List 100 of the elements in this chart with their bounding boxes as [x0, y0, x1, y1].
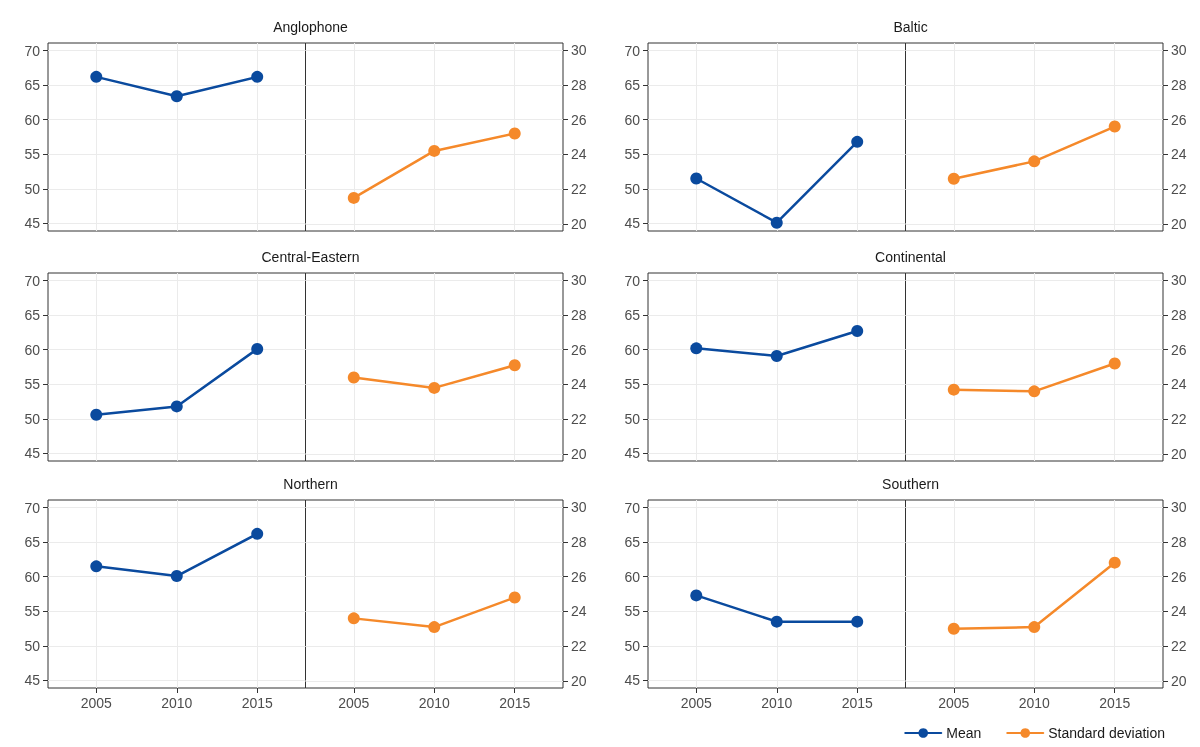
point — [690, 342, 703, 355]
y2-tick-label: 28 — [1171, 533, 1187, 550]
y2-tick-label: 30 — [1171, 498, 1187, 515]
y-tick-label: 55 — [624, 146, 641, 163]
y2-tick-label: 20 — [1171, 446, 1187, 463]
legend-label: Standard deviation — [1048, 725, 1166, 741]
point — [947, 172, 960, 185]
point — [508, 359, 521, 372]
x-tick-label: 2015 — [1099, 695, 1131, 711]
y-tick-label: 50 — [624, 410, 641, 427]
y2-tick-label: 28 — [1171, 76, 1187, 93]
point — [170, 400, 183, 413]
point — [428, 381, 441, 394]
y-tick-label: 60 — [624, 568, 641, 585]
y-tick-label: 65 — [624, 77, 641, 94]
y2-tick-label: 26 — [571, 341, 587, 358]
point — [1108, 556, 1121, 569]
point — [508, 591, 521, 604]
y2-tick-label: 24 — [1171, 146, 1187, 163]
point — [508, 127, 521, 140]
point — [170, 570, 183, 583]
y2-tick-label: 22 — [571, 411, 587, 428]
y-tick-label: 55 — [624, 376, 641, 393]
y2-tick-label: 26 — [571, 568, 587, 585]
y-tick-label: 65 — [624, 307, 641, 324]
x-tick-label: 2010 — [761, 695, 793, 711]
point — [690, 172, 703, 185]
point — [851, 135, 864, 148]
y2-tick-label: 24 — [571, 376, 587, 393]
y-tick-label: 45 — [24, 445, 41, 462]
point — [947, 622, 960, 635]
point — [1028, 155, 1041, 168]
y2-tick-label: 28 — [571, 306, 587, 323]
point — [1108, 357, 1121, 370]
point — [1028, 621, 1041, 634]
x-tick-label: 2005 — [680, 695, 713, 711]
legend-label: Mean — [946, 725, 982, 741]
y2-tick-label: 20 — [1171, 673, 1187, 690]
point — [428, 621, 441, 634]
y2-tick-label: 30 — [571, 498, 587, 515]
y-tick-label: 60 — [24, 568, 41, 585]
x-tick-label: 2015 — [841, 695, 873, 711]
x-tick-label: 2015 — [241, 695, 273, 711]
y2-tick-label: 26 — [1171, 568, 1187, 585]
x-tick-label: 2005 — [338, 695, 370, 711]
y-tick-label: 65 — [24, 307, 41, 324]
y-tick-label: 55 — [24, 376, 41, 393]
chart-title: Northern — [283, 476, 338, 492]
point — [428, 144, 441, 157]
point — [347, 191, 360, 204]
point — [347, 371, 360, 384]
x-tick-label: 2010 — [1018, 695, 1051, 711]
chart-title: Central-Eastern — [261, 249, 360, 265]
y-tick-label: 45 — [24, 215, 41, 232]
y-tick-label: 45 — [624, 445, 641, 462]
y-tick-label: 70 — [24, 42, 41, 59]
point — [770, 349, 783, 362]
y-tick-label: 50 — [24, 637, 41, 654]
y2-tick-label: 22 — [1171, 411, 1187, 428]
y-tick-label: 65 — [624, 534, 641, 551]
point — [251, 527, 264, 540]
chart-title: Southern — [882, 476, 939, 492]
point — [1028, 385, 1041, 398]
y2-tick-label: 30 — [571, 271, 587, 288]
y-tick-label: 60 — [24, 341, 41, 358]
y-tick-label: 60 — [24, 111, 41, 128]
x-tick-label: 2015 — [499, 695, 531, 711]
y2-tick-label: 28 — [571, 533, 587, 550]
chart-title: Anglophone — [273, 19, 349, 35]
y2-tick-label: 28 — [571, 76, 587, 93]
y-tick-label: 50 — [624, 637, 641, 654]
point — [851, 325, 864, 338]
y-tick-label: 65 — [24, 534, 41, 551]
point — [90, 560, 103, 573]
y2-tick-label: 20 — [571, 673, 587, 690]
point — [947, 383, 960, 396]
y-tick-label: 45 — [624, 215, 641, 232]
chart-title: Baltic — [893, 19, 928, 35]
y-tick-label: 60 — [624, 341, 641, 358]
point — [347, 612, 360, 625]
y2-tick-label: 22 — [1171, 181, 1187, 198]
y2-tick-label: 30 — [1171, 41, 1187, 58]
y-tick-label: 45 — [24, 672, 41, 689]
y-tick-label: 55 — [624, 603, 641, 620]
point — [90, 408, 103, 421]
y2-tick-label: 20 — [571, 446, 587, 463]
y2-tick-label: 26 — [1171, 111, 1187, 128]
y2-tick-label: 30 — [571, 41, 587, 58]
y2-tick-label: 24 — [571, 603, 587, 620]
x-tick-label: 2010 — [418, 695, 451, 711]
y-tick-label: 60 — [624, 111, 641, 128]
y2-tick-label: 26 — [1171, 341, 1187, 358]
x-tick-label: 2005 — [80, 695, 113, 711]
chart-title: Continental — [875, 249, 946, 265]
y-tick-label: 55 — [24, 603, 41, 620]
y-tick-label: 70 — [24, 272, 41, 289]
y-tick-label: 45 — [624, 672, 641, 689]
y2-tick-label: 22 — [571, 181, 587, 198]
point — [770, 216, 783, 229]
y-tick-label: 50 — [24, 410, 41, 427]
